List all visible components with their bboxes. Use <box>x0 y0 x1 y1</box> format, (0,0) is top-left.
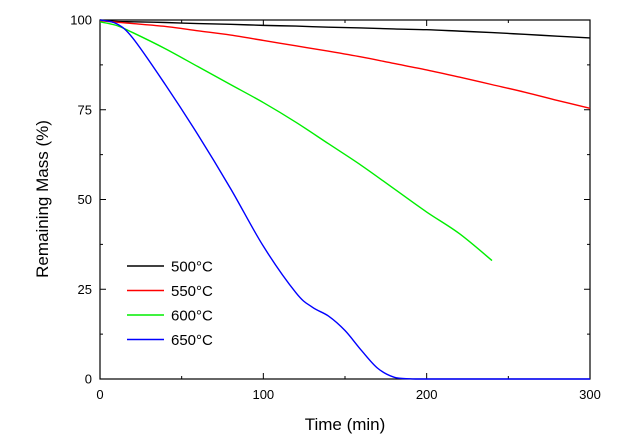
y-tick-label: 75 <box>78 102 92 117</box>
x-axis-title: Time (min) <box>305 415 386 434</box>
plot-frame <box>99 19 591 380</box>
legend-label: 600°C <box>171 308 213 325</box>
x-tick-label: 100 <box>252 387 274 402</box>
y-tick-label: 100 <box>70 13 92 28</box>
series-line <box>99 19 590 380</box>
series-line <box>99 20 591 109</box>
x-tick-label: 200 <box>416 387 438 402</box>
legend: 500°C 550°C 600°C 650°C <box>127 259 213 349</box>
legend-label: 650°C <box>171 332 213 349</box>
y-tick-label: 25 <box>78 282 92 297</box>
series-lines <box>99 19 591 380</box>
legend-label: 550°C <box>171 283 213 300</box>
legend-label: 500°C <box>171 259 213 276</box>
series-line <box>99 19 591 39</box>
y-tick-label: 50 <box>78 192 92 207</box>
x-tick-label: 300 <box>579 387 601 402</box>
x-axis-ticks: 0 100 200 300 <box>96 20 601 402</box>
plot-area-border <box>99 19 591 380</box>
y-tick-label: 0 <box>85 372 92 387</box>
y-axis-ticks: 0 25 50 75 100 <box>70 13 590 387</box>
y-axis-title: Remaining Mass (%) <box>33 120 52 278</box>
x-tick-label: 0 <box>96 387 103 402</box>
series-line <box>99 21 493 262</box>
